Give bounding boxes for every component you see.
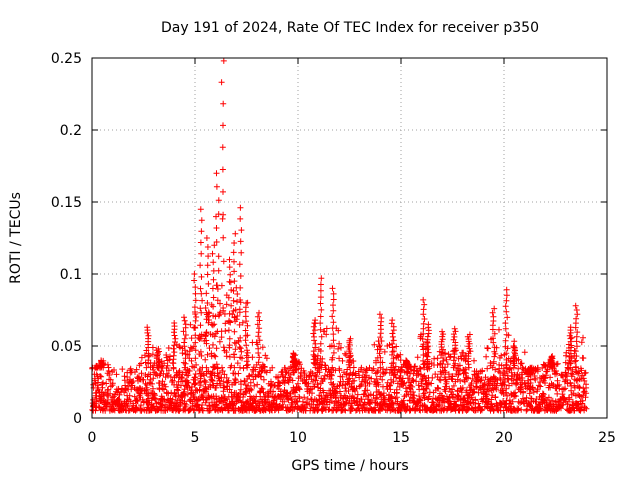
x-tick-label: 0: [88, 430, 97, 446]
x-axis: 0 5 10 15 20 25: [88, 58, 616, 446]
y-tick-label: 0.2: [60, 123, 82, 139]
roti-point-markers: [89, 57, 590, 414]
x-tick-label: 10: [289, 430, 307, 446]
y-tick-label: 0.15: [51, 195, 82, 211]
x-tick-label: 20: [495, 430, 513, 446]
y-tick-label: 0.1: [60, 267, 82, 283]
y-axis: 0 0.05 0.1 0.15 0.2 0.25: [51, 51, 607, 427]
chart-title: Day 191 of 2024, Rate Of TEC Index for r…: [161, 20, 539, 36]
data-points: [89, 57, 590, 414]
plot-border: [91, 57, 608, 419]
x-tick-label: 5: [191, 430, 200, 446]
y-tick-label: 0.25: [51, 51, 82, 67]
x-tick-label: 15: [392, 430, 410, 446]
x-axis-title: GPS time / hours: [291, 458, 408, 474]
y-tick-label: 0: [73, 411, 82, 427]
x-tick-label: 25: [598, 430, 616, 446]
y-tick-label: 0.05: [51, 339, 82, 355]
y-axis-title: ROTI / TECUs: [8, 192, 24, 284]
